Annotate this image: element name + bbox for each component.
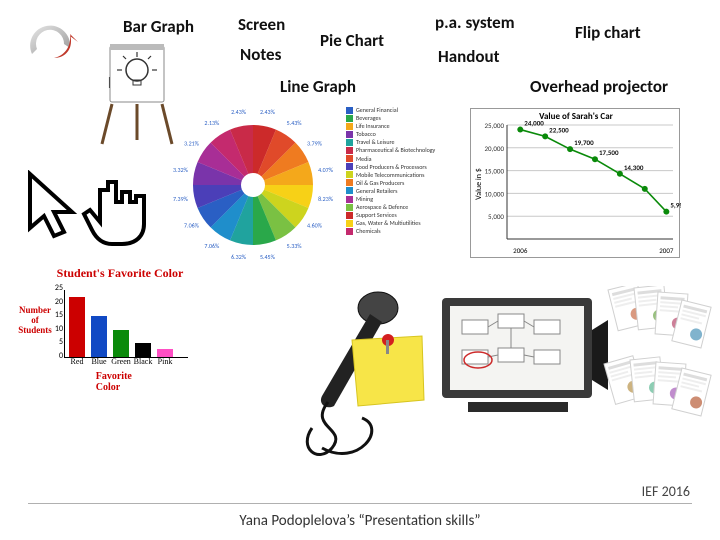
- bar-chart-title: Student's Favorite Color: [20, 266, 220, 281]
- svg-text:7.39%: 7.39%: [173, 195, 189, 203]
- svg-text:17,500: 17,500: [599, 148, 619, 157]
- svg-text:20,000: 20,000: [485, 144, 505, 153]
- svg-text:3.32%: 3.32%: [173, 166, 189, 174]
- svg-text:14,300: 14,300: [624, 163, 644, 172]
- label-flip-chart: Flip chart: [575, 22, 641, 43]
- bar-green: [113, 330, 129, 357]
- label-screen: Screen: [238, 14, 285, 35]
- svg-text:25,000: 25,000: [485, 121, 505, 130]
- svg-text:19,700: 19,700: [574, 138, 594, 147]
- logo-swoosh-icon: [24, 14, 80, 71]
- svg-text:15,000: 15,000: [485, 167, 505, 176]
- svg-text:4.60%: 4.60%: [307, 222, 323, 230]
- svg-text:5,000: 5,000: [488, 212, 504, 221]
- cursor-arrow-icon: [24, 170, 84, 255]
- footer-right: IEF 2016: [642, 483, 690, 500]
- svg-text:7.06%: 7.06%: [204, 242, 220, 250]
- smartboard-icon: [438, 290, 608, 425]
- label-pie-chart: Pie Chart: [320, 30, 384, 51]
- label-notes: Notes: [240, 44, 281, 65]
- sticky-note-icon: [346, 330, 430, 419]
- svg-text:4.07%: 4.07%: [318, 166, 334, 174]
- svg-text:5,990: 5,990: [670, 201, 681, 210]
- svg-text:5.45%: 5.45%: [260, 253, 276, 261]
- svg-text:2006: 2006: [513, 246, 528, 255]
- bar-chart-plot: 0510152025RedBlueGreenBlackPinkFavorite …: [64, 290, 188, 358]
- bar-black: [135, 343, 151, 357]
- handout-pages-icon: [600, 286, 720, 461]
- svg-text:2.43%: 2.43%: [231, 108, 247, 116]
- svg-text:Value in $: Value in $: [474, 168, 484, 200]
- label-overhead-projector: Overhead projector: [530, 76, 668, 97]
- bar-pink: [157, 349, 173, 357]
- svg-text:2.43%: 2.43%: [260, 108, 276, 116]
- label-handout: Handout: [438, 46, 500, 67]
- svg-text:2.13%: 2.13%: [204, 119, 220, 127]
- color-wheel-legend: General FinancialBeveragesLife Insurance…: [346, 106, 466, 236]
- svg-text:2007: 2007: [659, 246, 674, 255]
- label-bar-graph: Bar Graph: [123, 16, 194, 37]
- svg-text:6.32%: 6.32%: [231, 253, 247, 261]
- svg-text:10,000: 10,000: [485, 189, 505, 198]
- svg-text:8.23%: 8.23%: [318, 195, 334, 203]
- bar-blue: [91, 316, 107, 357]
- label-pa-system: p.a. system: [435, 12, 515, 33]
- svg-text:Value of Sarah's Car: Value of Sarah's Car: [539, 111, 613, 122]
- label-line-graph: Line Graph: [280, 76, 356, 97]
- color-wheel-pie-icon: 2.43% 5.43% 3.79% 4.07% 8.23% 4.60% 5.33% 5.45%…: [168, 100, 338, 270]
- svg-text:7.06%: 7.06%: [184, 222, 200, 230]
- svg-text:3.21%: 3.21%: [184, 139, 200, 147]
- bar-red: [69, 297, 85, 357]
- footer-divider: [28, 503, 692, 504]
- svg-text:22,500: 22,500: [549, 125, 569, 134]
- line-chart: 5,00010,00015,00020,00025,00024,00022,50…: [470, 108, 680, 258]
- svg-text:3.79%: 3.79%: [307, 139, 323, 147]
- footer-caption: Yana Podoplelova’s “Presentation skills”: [0, 512, 720, 530]
- svg-text:5.33%: 5.33%: [287, 242, 303, 250]
- bar-chart: Student's Favorite Color NumberofStudent…: [20, 266, 220, 396]
- svg-text:5.43%: 5.43%: [287, 119, 303, 127]
- bar-chart-ylabel: NumberofStudents: [14, 306, 56, 336]
- cursor-hand-icon: [80, 168, 158, 263]
